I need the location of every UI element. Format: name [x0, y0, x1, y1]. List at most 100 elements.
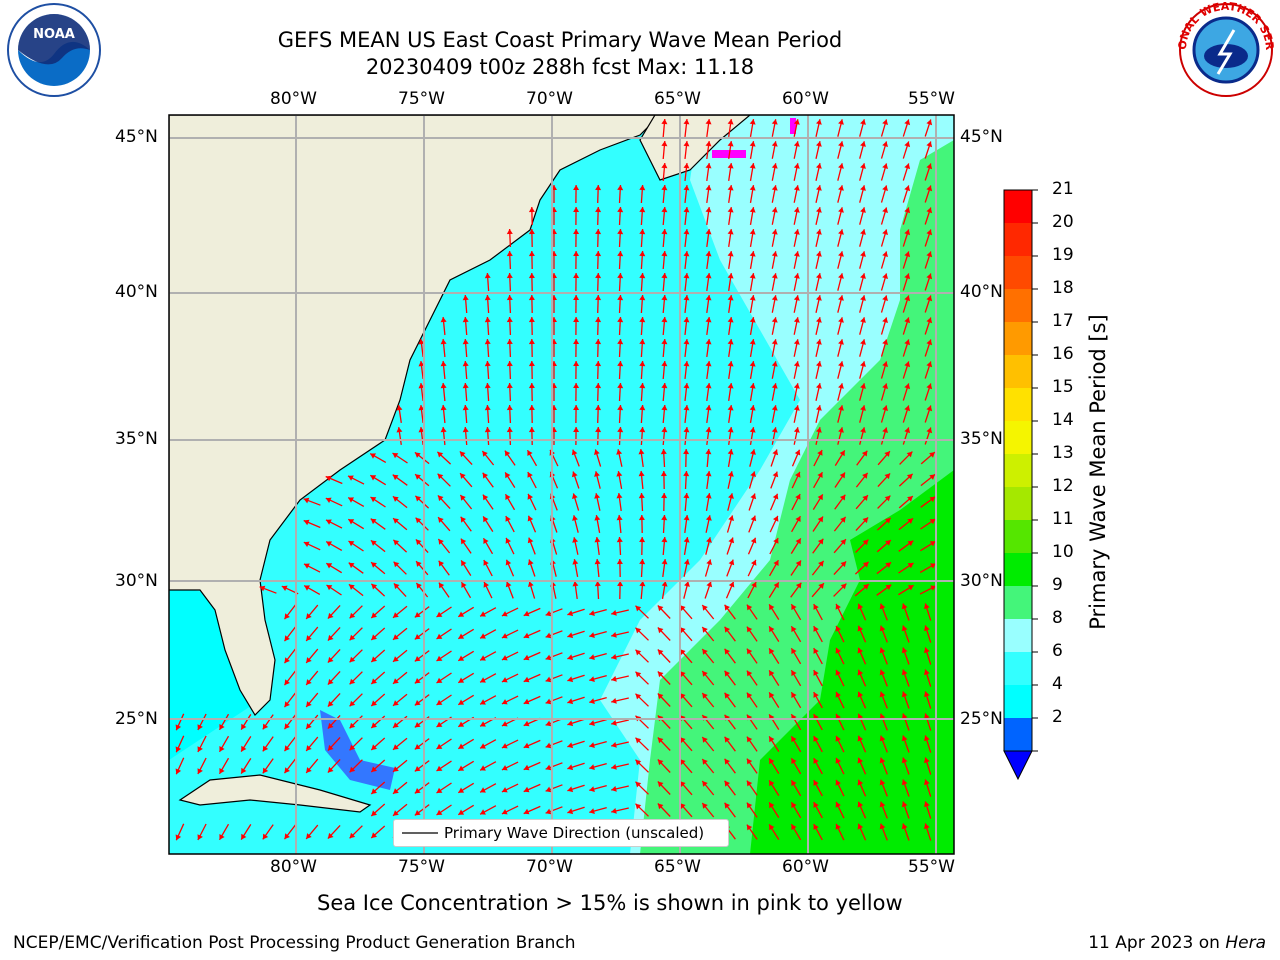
direction-arrow-head	[284, 613, 290, 620]
direction-arrow-head	[589, 610, 595, 616]
direction-arrow-head	[440, 361, 447, 367]
direction-arrow-head	[705, 295, 712, 301]
direction-arrow-head	[545, 720, 552, 727]
direction-arrow-head	[349, 656, 356, 663]
direction-arrow-head	[862, 472, 868, 479]
direction-arrow-head	[505, 516, 511, 522]
colorbar-segment	[1004, 190, 1032, 223]
direction-arrow-head	[595, 273, 602, 279]
direction-arrow-head	[396, 427, 403, 433]
direction-arrow-head	[284, 635, 290, 642]
direction-arrow-head	[325, 497, 332, 503]
direction-arrow-head	[661, 185, 668, 191]
direction-arrow-head	[771, 207, 778, 213]
legend-line-icon	[402, 832, 438, 834]
direction-arrow-head	[306, 723, 312, 729]
direction-arrow-head	[175, 768, 182, 775]
direction-arrow-head	[901, 647, 908, 654]
direction-arrow-head	[639, 317, 646, 323]
direction-arrow-head	[773, 515, 779, 522]
direction-arrow-head	[746, 604, 753, 611]
direction-arrow-head	[393, 722, 399, 728]
direction-arrow-head	[589, 654, 595, 660]
land-nova-scotia	[639, 115, 751, 181]
direction-arrow-head	[702, 693, 708, 699]
direction-arrow-head	[813, 692, 819, 698]
direction-arrow-head	[567, 808, 574, 815]
direction-arrow-head	[616, 559, 623, 565]
colorbar-segment	[1004, 553, 1032, 586]
lat-label-right: 35°N	[960, 429, 1003, 449]
footer-date-text: 11 Apr 2023 on	[1088, 933, 1226, 953]
colorbar-segment	[1004, 322, 1032, 355]
direction-arrow-head	[501, 611, 508, 617]
direction-arrow-head	[370, 518, 377, 525]
direction-arrow-head	[838, 273, 844, 279]
direction-arrow-head	[727, 207, 734, 213]
direction-arrow-head	[483, 538, 489, 544]
direction-arrow-head	[639, 207, 646, 213]
direction-arrow-head	[639, 185, 646, 191]
direction-arrow-head	[506, 295, 513, 301]
direction-arrow-head	[884, 473, 891, 480]
direction-arrow-head	[879, 669, 886, 676]
direction-arrow-head	[462, 383, 469, 389]
direction-arrow-head	[683, 273, 690, 279]
map-frame	[168, 114, 955, 855]
direction-arrow-head	[835, 669, 841, 676]
direction-arrow-head	[793, 383, 800, 389]
direction-arrow-head	[393, 656, 399, 662]
direction-arrow-head	[771, 119, 778, 125]
direction-arrow-head	[813, 780, 819, 786]
colorbar-tick-label: 20	[1052, 212, 1074, 232]
direction-arrow-head	[926, 207, 933, 214]
direction-arrow-head	[458, 699, 465, 705]
direction-arrow-head	[705, 471, 712, 477]
direction-arrow-head	[661, 251, 668, 257]
direction-arrow-head	[393, 678, 399, 684]
direction-arrow-head	[523, 764, 530, 771]
direction-arrow-head	[241, 767, 247, 774]
direction-arrow-head	[458, 633, 465, 639]
lon-label-bottom: 80°W	[270, 857, 317, 877]
direction-arrow-head	[567, 786, 574, 793]
direction-arrow-head	[437, 451, 444, 458]
direction-arrow-head	[617, 427, 624, 433]
direction-arrow-head	[793, 339, 800, 345]
lon-label-bottom: 70°W	[526, 857, 573, 877]
direction-arrow-head	[705, 493, 712, 499]
direction-arrow-head	[771, 229, 778, 235]
direction-arrow-head	[863, 584, 869, 590]
direction-arrow-head	[262, 723, 269, 730]
direction-arrow-head	[304, 563, 310, 569]
direction-arrow-head	[771, 141, 778, 147]
direction-arrow-head	[462, 295, 469, 301]
direction-arrow-head	[436, 809, 443, 815]
direction-arrow-head	[749, 251, 756, 257]
direction-arrow-head	[702, 737, 708, 743]
direction-arrow-head	[724, 670, 730, 677]
direction-arrow-head	[680, 781, 686, 787]
direction-arrow-head	[371, 722, 377, 728]
direction-arrow-head	[817, 494, 823, 501]
direction-arrow-head	[505, 559, 512, 566]
direction-arrow-head	[595, 317, 602, 323]
direction-arrow-head	[705, 449, 712, 455]
direction-arrow-head	[661, 229, 668, 235]
direction-arrow-head	[882, 427, 888, 433]
direction-arrow-head	[458, 611, 465, 617]
direction-arrow-head	[926, 295, 933, 302]
lat-label-left: 35°N	[115, 429, 158, 449]
direction-arrow-head	[326, 585, 333, 591]
direction-arrow-head	[284, 833, 290, 840]
direction-arrow-head	[484, 361, 491, 367]
direction-arrow-head	[929, 496, 936, 503]
direction-arrow-head	[705, 207, 712, 213]
land-us	[169, 115, 661, 716]
direction-arrow-head	[393, 561, 400, 568]
direction-arrow-head	[416, 583, 422, 589]
direction-arrow-head	[924, 757, 930, 764]
direction-arrow-head	[482, 451, 488, 457]
direction-arrow-head	[327, 744, 334, 751]
direction-arrow-head	[414, 722, 421, 728]
